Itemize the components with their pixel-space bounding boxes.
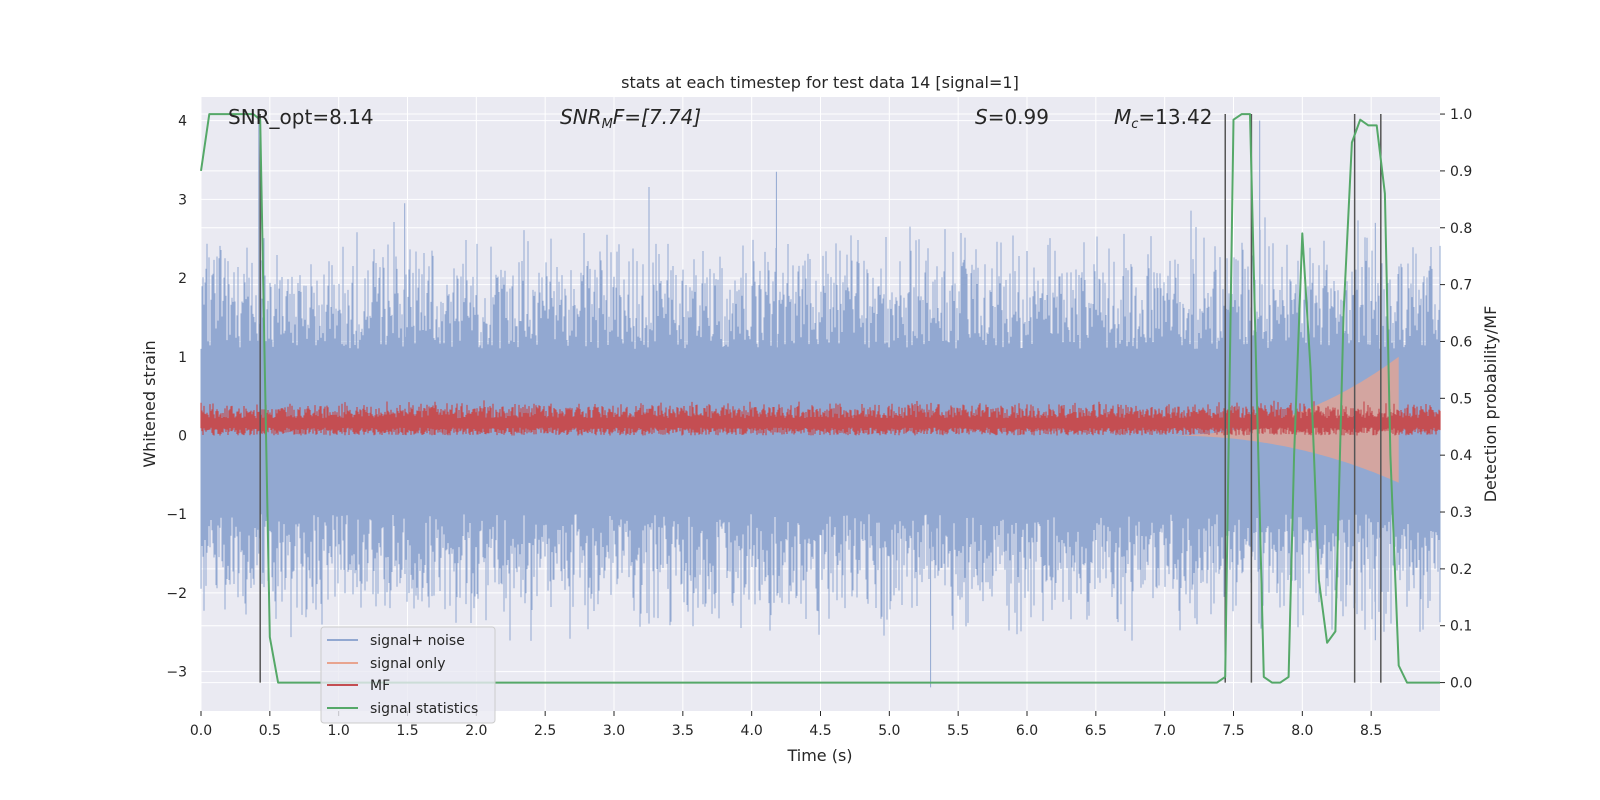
x-tick-label: 8.0	[1291, 723, 1313, 739]
snr-opt-annotation: SNR_opt=8.14	[228, 105, 374, 129]
x-tick-label: 4.5	[809, 723, 831, 739]
y-left-tick-label: 4	[178, 114, 187, 130]
y-right-tick-label: 0.5	[1450, 391, 1472, 407]
y-left-tick-label: −2	[166, 586, 187, 602]
mc-value: =13.42	[1138, 105, 1212, 129]
legend-label-noise: signal+ noise	[370, 633, 465, 649]
y-right-axis-label: Detection probability/MF	[1481, 306, 1500, 503]
y-left-tick-label: 2	[178, 271, 187, 287]
y-left-tick-label: −3	[166, 665, 187, 681]
y-right-tick-label: 0.2	[1450, 562, 1472, 578]
chart-title: stats at each timestep for test data 14 …	[621, 73, 1019, 92]
x-tick-label: 6.5	[1085, 723, 1107, 739]
x-axis-ticks: 0.0 0.5 1.0 1.5 2.0 2.5 3.0 3.5 4.0 4.5 5.0 5.5 6.0 6…	[190, 711, 1382, 739]
y-right-tick-label: 0.4	[1450, 448, 1472, 464]
legend-label-signal: signal only	[370, 656, 445, 672]
statistics-line	[200, 113, 1440, 684]
s-label: S	[975, 105, 988, 129]
x-tick-label: 0.5	[259, 723, 281, 739]
y-right-axis-ticks: 1.0 0.9 0.8 0.7 0.6 0.5 0.4 0.3 0.2 0.1 0.0	[1440, 107, 1472, 692]
snr-mf-rest: F=[7.74]	[613, 105, 701, 129]
x-tick-label: 2.0	[465, 723, 487, 739]
y-right-tick-label: 0.9	[1450, 164, 1472, 180]
y-right-tick-label: 1.0	[1450, 107, 1472, 123]
x-tick-label: 7.5	[1222, 723, 1244, 739]
x-tick-label: 6.0	[1016, 723, 1038, 739]
y-left-axis-label: Whitened strain	[140, 340, 159, 467]
x-tick-label: 1.5	[396, 723, 418, 739]
s-annotation: S=0.99	[975, 105, 1049, 129]
y-right-tick-label: 0.8	[1450, 221, 1472, 237]
signal-statistics-series	[200, 113, 1440, 684]
mc-label: M	[1114, 105, 1131, 129]
x-tick-label: 5.5	[947, 723, 969, 739]
snr-mf-sub: M	[602, 117, 613, 132]
x-tick-label: 3.0	[603, 723, 625, 739]
y-left-tick-label: 3	[178, 192, 187, 208]
snr-mf-label: SNR	[560, 105, 602, 129]
mc-sub: c	[1131, 117, 1138, 132]
x-tick-label: 5.0	[878, 723, 900, 739]
mc-annotation: Mc=13.42	[1114, 105, 1212, 132]
y-right-tick-label: 0.6	[1450, 334, 1472, 350]
snr-mf-annotation: SNRMF=[7.74]	[560, 105, 701, 132]
y-left-axis-ticks: 4 3 2 1 0 −1 −2 −3	[166, 114, 187, 681]
x-axis-label: Time (s)	[786, 746, 852, 765]
x-tick-label: 0.0	[190, 723, 212, 739]
y-right-tick-label: 0.1	[1450, 619, 1472, 635]
y-right-tick-label: 0.7	[1450, 278, 1472, 294]
y-left-tick-label: 1	[178, 350, 187, 366]
y-right-tick-label: 0.3	[1450, 505, 1472, 521]
x-tick-label: 3.5	[672, 723, 694, 739]
legend-label-statistics: signal statistics	[370, 701, 478, 717]
legend-label-mf: MF	[370, 678, 390, 694]
x-tick-label: 1.0	[328, 723, 350, 739]
y-left-tick-label: −1	[166, 507, 187, 523]
mf-series	[200, 400, 1441, 436]
x-tick-label: 7.0	[1154, 723, 1176, 739]
legend: signal+ noise signal only MF signal stat…	[320, 626, 496, 724]
mf-trace	[200, 400, 1441, 436]
s-value: =0.99	[988, 105, 1049, 129]
x-tick-label: 2.5	[534, 723, 556, 739]
y-left-tick-label: 0	[178, 428, 187, 444]
x-tick-label: 8.5	[1360, 723, 1382, 739]
y-right-tick-label: 0.0	[1450, 676, 1472, 692]
legend-box	[320, 626, 496, 724]
x-tick-label: 4.0	[741, 723, 763, 739]
